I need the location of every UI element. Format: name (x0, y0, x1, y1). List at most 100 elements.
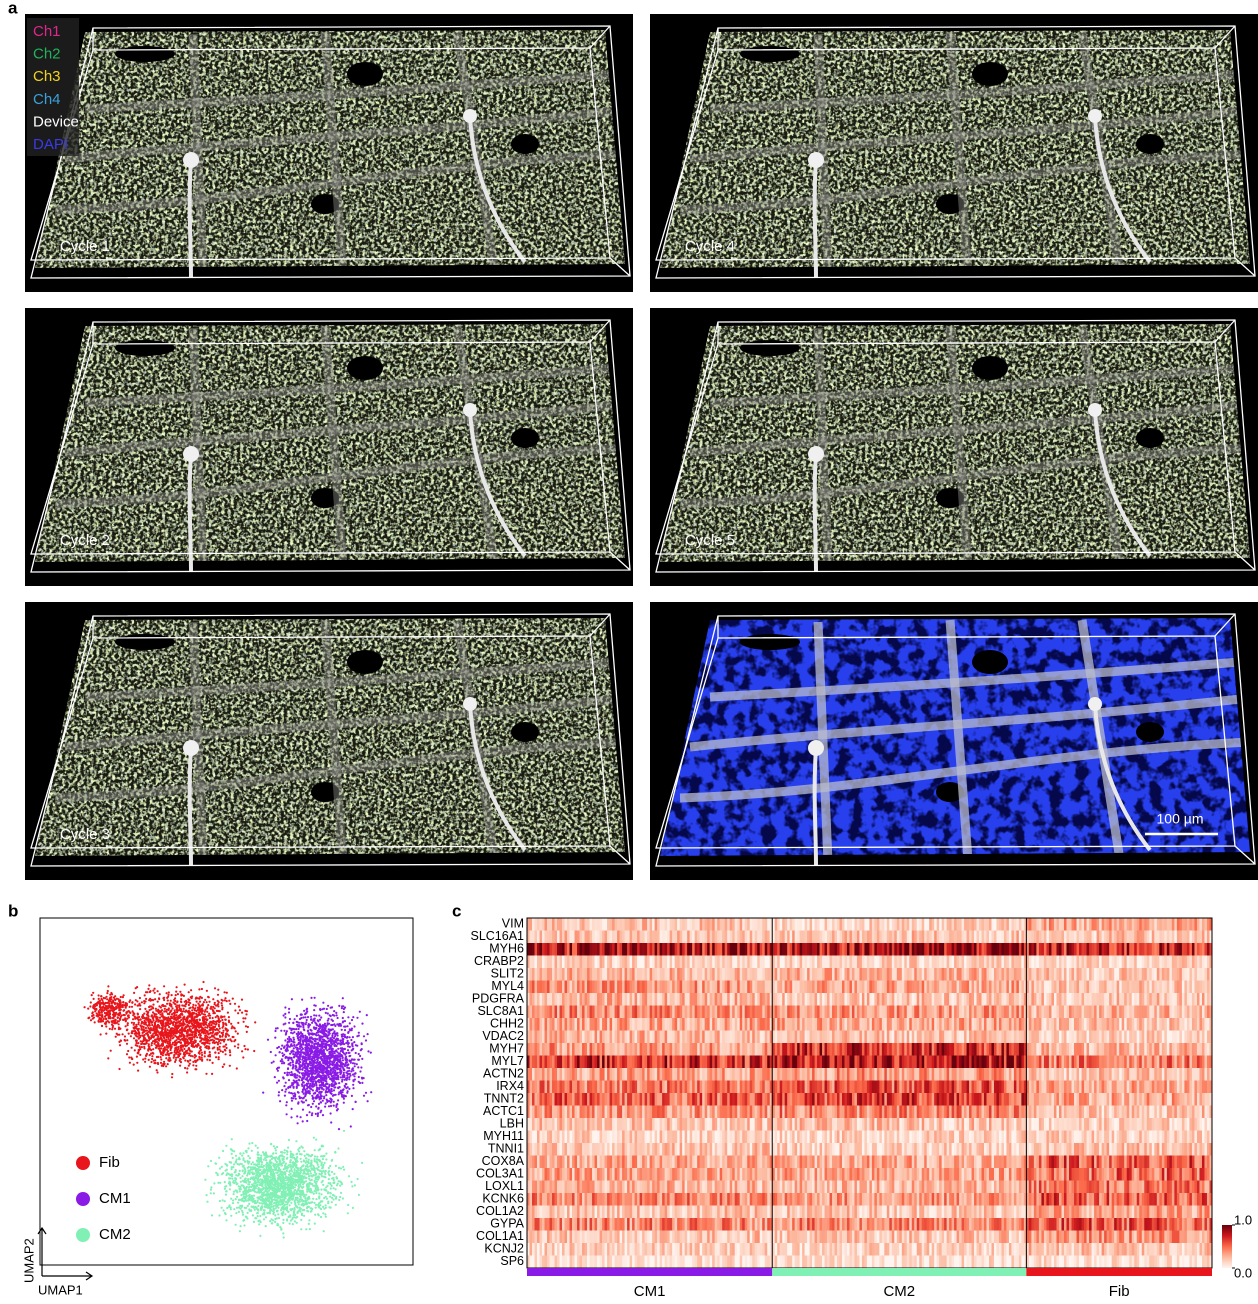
umap-point (131, 1022, 133, 1024)
umap-point (196, 1036, 198, 1038)
umap-point (161, 1012, 163, 1014)
umap-point (148, 1039, 150, 1041)
umap-point (203, 1001, 205, 1003)
umap-point (227, 1012, 229, 1014)
umap-point (101, 999, 103, 1001)
umap-point (195, 1004, 197, 1006)
umap-point (150, 1061, 152, 1063)
umap-point (206, 1011, 208, 1013)
umap-point (274, 1030, 276, 1032)
umap-point (286, 1218, 288, 1220)
umap-point (187, 1025, 189, 1027)
umap-point (149, 1048, 151, 1050)
umap-point (131, 1032, 133, 1034)
umap-point (98, 998, 100, 1000)
umap-point (256, 1191, 258, 1193)
umap-point (210, 1189, 212, 1191)
umap-point (201, 1056, 203, 1058)
umap-point (241, 1155, 243, 1157)
umap-point (330, 1192, 332, 1194)
umap-point (145, 1018, 147, 1020)
umap-point (195, 1068, 197, 1070)
umap-point (109, 1017, 111, 1019)
umap-point (230, 1161, 232, 1163)
umap-point (272, 1219, 274, 1221)
umap-point (275, 1149, 277, 1151)
umap-point (304, 1167, 306, 1169)
umap-point (138, 1049, 140, 1051)
umap-point (230, 1173, 232, 1175)
umap-point (131, 1002, 133, 1004)
umap-point (197, 1030, 199, 1032)
umap-point (198, 1057, 200, 1059)
umap-point (170, 1037, 172, 1039)
umap-point (276, 1196, 278, 1198)
umap-point (332, 1194, 334, 1196)
umap-point (119, 1011, 121, 1013)
umap-point (297, 1193, 299, 1195)
umap-point (284, 1213, 286, 1215)
umap-point (280, 1184, 282, 1186)
umap-point (214, 1012, 216, 1014)
umap-point (255, 1168, 257, 1170)
umap-point (318, 1205, 320, 1207)
umap-point (235, 1181, 237, 1183)
umap-point (268, 1186, 270, 1188)
umap-point (205, 1073, 207, 1075)
umap-point (282, 1187, 284, 1189)
umap-point (257, 1177, 259, 1179)
umap-point (194, 1054, 196, 1056)
umap-point (217, 994, 219, 996)
umap-point (154, 992, 156, 994)
umap-point (246, 1186, 248, 1188)
umap-point (250, 1190, 252, 1192)
tissue-hole (740, 340, 800, 356)
umap-point (194, 1056, 196, 1058)
umap-point (278, 1168, 280, 1170)
umap-point (185, 1045, 187, 1047)
umap-point (221, 1032, 223, 1034)
umap-point (133, 992, 135, 994)
umap-point (188, 1034, 190, 1036)
umap-point (274, 1214, 276, 1216)
umap-point (239, 1186, 241, 1188)
umap-point (295, 1165, 297, 1167)
umap-point (277, 1224, 279, 1226)
umap-point (189, 1011, 191, 1013)
umap-point (245, 1150, 247, 1152)
umap-point (266, 1184, 268, 1186)
umap-point (167, 1036, 169, 1038)
umap-point (298, 1167, 300, 1169)
umap-point (283, 1014, 285, 1016)
umap-point (260, 1183, 262, 1185)
umap-point (226, 1207, 228, 1209)
umap-point (324, 1023, 326, 1025)
umap-point (273, 1163, 275, 1165)
tissue-hole (511, 428, 539, 448)
umap-point (320, 1164, 322, 1166)
umap-point (208, 1046, 210, 1048)
umap-point (209, 1029, 211, 1031)
umap-point (299, 1210, 301, 1212)
umap-point (249, 1194, 251, 1196)
umap-point (349, 1036, 351, 1038)
umap-point (238, 1199, 240, 1201)
umap-point (348, 1031, 350, 1033)
umap-point (260, 1155, 262, 1157)
umap-point (283, 1156, 285, 1158)
umap-point (187, 1060, 189, 1062)
umap-point (91, 994, 93, 996)
umap-point (305, 1228, 307, 1230)
umap-point (136, 1045, 138, 1047)
umap-point (284, 1152, 286, 1154)
umap-point (247, 1191, 249, 1193)
umap-point (242, 1184, 244, 1186)
umap-point (151, 1044, 153, 1046)
umap-point (280, 1229, 282, 1231)
umap-point (247, 1172, 249, 1174)
umap-point (212, 1010, 214, 1012)
umap-point (275, 1156, 277, 1158)
umap-point (135, 999, 137, 1001)
umap-point (239, 1009, 241, 1011)
umap-point (219, 1027, 221, 1029)
